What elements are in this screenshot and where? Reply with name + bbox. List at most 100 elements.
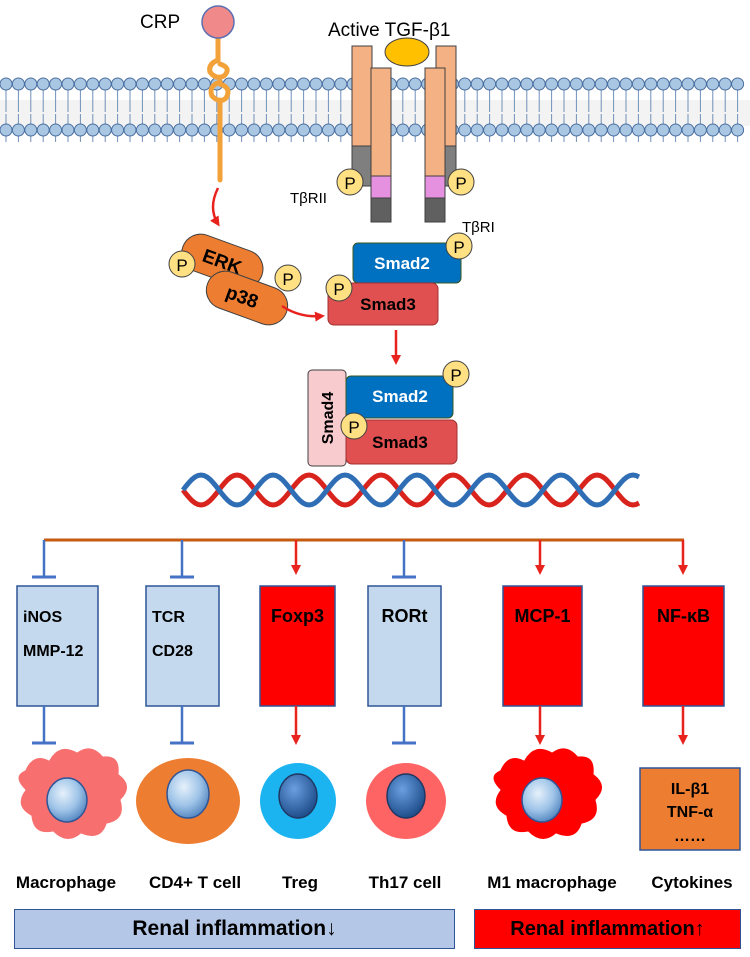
lipid-head: [532, 123, 546, 137]
lipid-head: [24, 123, 38, 137]
lipid-head: [458, 77, 472, 91]
target-column-1: TCR CD28: [145, 540, 220, 745]
lipid-head: [545, 123, 559, 137]
lipid-head: [569, 123, 583, 137]
lipid-head: [408, 77, 422, 91]
target-label: iNOS: [23, 609, 62, 626]
lipid-head: [185, 77, 199, 91]
target-box: [367, 585, 442, 707]
smad2-label: Smad2: [374, 254, 430, 273]
lipid-head: [644, 77, 658, 91]
lipid-head: [98, 123, 112, 137]
phospho-erk: P: [168, 250, 196, 278]
lipid-head: [545, 77, 559, 91]
phospho-p38: P: [274, 264, 302, 292]
p38-kinase: p38: [205, 270, 289, 326]
lipid-head: [297, 77, 311, 91]
cd4-t-cell-label: CD4+ T cell: [149, 873, 241, 892]
lipid-head: [718, 77, 732, 91]
treg-label: Treg: [282, 873, 318, 892]
lipid-head: [619, 123, 633, 137]
lipid-head: [520, 123, 534, 137]
lipid-head: [73, 77, 87, 91]
lipid-head: [61, 123, 75, 137]
lipid-head: [284, 123, 298, 137]
lipid-head: [582, 123, 596, 137]
lipid-head: [309, 77, 323, 91]
th17-cell-label: Th17 cell: [369, 873, 442, 892]
lipid-head: [644, 123, 658, 137]
cytokines-box: IL-β1 TNF-α ……: [639, 767, 741, 851]
lipid-head: [11, 77, 25, 91]
renal-inflammation-increase-box: Renal inflammation↑: [474, 909, 741, 949]
lipid-head: [247, 123, 261, 137]
target-label: TCR: [152, 609, 185, 626]
lipid-head: [607, 123, 621, 137]
cell-membrane: [0, 77, 750, 142]
phospho-label: P: [450, 366, 461, 385]
target-box: [259, 585, 336, 707]
phospho-label: P: [453, 238, 464, 257]
lipid-head: [49, 77, 63, 91]
tgf-beta-ligand: [384, 37, 430, 67]
lipid-head: [483, 77, 497, 91]
lipid-head: [197, 123, 211, 137]
lipid-head: [594, 123, 608, 137]
lipid-head: [557, 123, 571, 137]
target-label: MMP-12: [23, 643, 84, 660]
lipid-head: [135, 123, 149, 137]
lipid-head: [569, 77, 583, 91]
lipid-head: [582, 77, 596, 91]
lipid-head: [619, 77, 633, 91]
treg-cell: [260, 763, 336, 839]
lipid-head: [36, 123, 50, 137]
m1-macrophage-label: M1 macrophage: [487, 873, 616, 892]
lipid-head: [11, 123, 25, 137]
target-box: [642, 585, 725, 707]
lipid-head: [557, 77, 571, 91]
lipid-head: [495, 77, 509, 91]
lipid-head: [235, 77, 249, 91]
phospho-receptor-left: P: [336, 168, 364, 196]
lipid-head: [408, 123, 422, 137]
lipid-head: [111, 123, 125, 137]
phospho-label: P: [348, 418, 359, 437]
m1-macrophage-cell: [492, 747, 603, 840]
lipid-head: [272, 77, 286, 91]
lipid-head: [98, 77, 112, 91]
lipid-head: [731, 123, 745, 137]
lipid-head: [507, 123, 521, 137]
target-label: CD28: [152, 643, 193, 660]
lipid-head: [148, 77, 162, 91]
target-label: MCP-1: [514, 606, 570, 626]
target-column-3: RORt: [367, 540, 442, 745]
phospho-receptor-right: P: [447, 168, 475, 196]
target-box: [16, 585, 99, 707]
crp-protein: [201, 5, 235, 183]
lipid-head: [669, 77, 683, 91]
lipid-head: [656, 77, 670, 91]
renal-inflammation-decrease-label: Renal inflammation↓: [132, 917, 337, 940]
phospho-smad3: P: [325, 274, 353, 302]
lipid-head: [334, 77, 348, 91]
target-label: NF-κB: [657, 606, 710, 626]
kinase-to-smad-arrow: [281, 304, 325, 322]
lipid-head: [396, 123, 410, 137]
lipid-head: [693, 123, 707, 137]
lipid-head: [321, 77, 335, 91]
lipid-head: [396, 77, 410, 91]
lipid-head: [86, 77, 100, 91]
lipid-head: [631, 77, 645, 91]
lipid-head: [297, 123, 311, 137]
phospho-smad2: P: [445, 232, 473, 260]
lipid-head: [49, 123, 63, 137]
phospho-smad3-nuclear: P: [340, 412, 368, 440]
th17-cell: [366, 763, 446, 839]
phospho-label: P: [282, 270, 293, 289]
crp-to-kinase-arrow: [210, 187, 220, 227]
renal-inflammation-decrease-box: Renal inflammation↓: [14, 909, 455, 949]
lipid-head: [148, 123, 162, 137]
lipid-head: [222, 123, 236, 137]
lipid-head: [135, 77, 149, 91]
